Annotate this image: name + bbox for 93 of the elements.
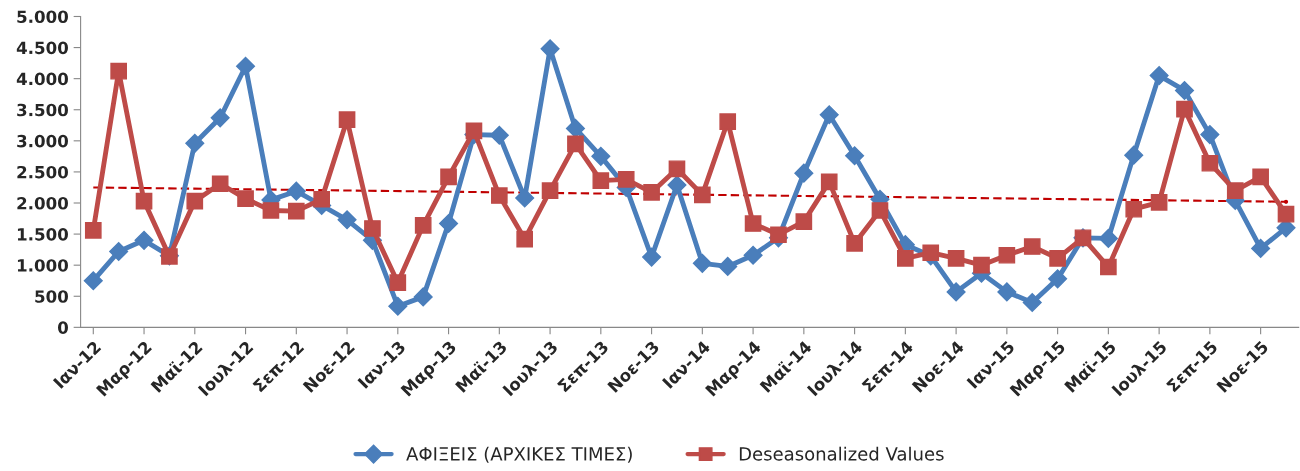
point (794, 163, 814, 183)
point (186, 192, 204, 210)
point (84, 222, 102, 239)
point (947, 250, 965, 267)
point (389, 274, 407, 291)
point (110, 62, 127, 80)
point (237, 190, 254, 207)
point (414, 217, 432, 234)
point (286, 181, 306, 201)
point (439, 213, 459, 234)
point (489, 125, 509, 145)
point (1176, 100, 1193, 118)
point (819, 105, 839, 125)
point (997, 282, 1017, 302)
point (642, 247, 662, 267)
point (692, 253, 712, 273)
point (1174, 80, 1195, 101)
point (338, 111, 356, 129)
point (998, 246, 1016, 264)
point (109, 241, 129, 262)
point (643, 184, 660, 201)
point (1252, 168, 1269, 186)
y-tick-label: 1.000 (17, 259, 68, 272)
y-tick-label: 0 (57, 321, 68, 334)
point (211, 175, 229, 193)
point (667, 175, 687, 195)
point (1100, 258, 1117, 276)
point (718, 256, 738, 276)
point (1277, 205, 1295, 223)
point (337, 210, 357, 230)
y-tick-label: 2.500 (17, 165, 68, 179)
point (1048, 269, 1068, 289)
point (694, 186, 711, 204)
point (313, 190, 331, 208)
point (617, 171, 635, 188)
y-tick-label: 1.500 (17, 228, 68, 241)
point (516, 230, 534, 248)
point (287, 202, 305, 220)
point (185, 133, 205, 153)
point (592, 172, 610, 189)
point (540, 39, 560, 59)
point (1023, 238, 1041, 255)
point (795, 213, 813, 230)
point (845, 146, 865, 166)
point (946, 282, 966, 302)
point (236, 56, 256, 76)
point (1098, 228, 1118, 248)
point (1150, 194, 1168, 211)
point (565, 118, 585, 138)
point (897, 250, 914, 267)
point (1251, 238, 1271, 258)
point (1201, 154, 1219, 172)
point (1226, 182, 1244, 199)
point (364, 220, 381, 237)
y-tick-label: 4.500 (16, 41, 68, 55)
point (388, 296, 408, 316)
point (515, 188, 535, 208)
point (820, 173, 838, 191)
y-tick-label: 2.000 (17, 196, 68, 210)
point (744, 215, 762, 232)
point (668, 160, 686, 178)
legend-label: Deseasonalized Values (739, 446, 944, 461)
point (591, 146, 611, 166)
y-tick-label: 5.000 (17, 10, 68, 24)
point (1049, 250, 1066, 267)
point (135, 192, 153, 210)
point (1022, 292, 1042, 313)
point (1124, 145, 1144, 165)
point (1149, 66, 1169, 86)
point (1200, 125, 1220, 145)
point (567, 135, 584, 153)
point (922, 244, 940, 262)
point (719, 113, 737, 130)
point (440, 168, 457, 186)
point (210, 108, 230, 128)
point (973, 256, 990, 274)
point (1283, 199, 1289, 204)
point (1125, 200, 1143, 218)
point (83, 271, 103, 291)
point (846, 235, 863, 252)
y-tick-label: 500 (35, 290, 68, 303)
y-tick-label: 4.000 (16, 72, 68, 86)
point (134, 230, 154, 250)
point (770, 226, 787, 244)
point (413, 287, 433, 307)
point (541, 182, 559, 199)
point (262, 202, 280, 219)
legend-label: ΑΦΙΞΕΙΣ (ΑΡΧΙΚΕΣ ΤΙΜΕΣ) (406, 446, 632, 463)
y-tick-label: 3.500 (17, 103, 68, 117)
y-tick-label: 3.000 (17, 134, 68, 148)
point (871, 202, 889, 219)
point (490, 187, 508, 204)
point (743, 245, 763, 265)
